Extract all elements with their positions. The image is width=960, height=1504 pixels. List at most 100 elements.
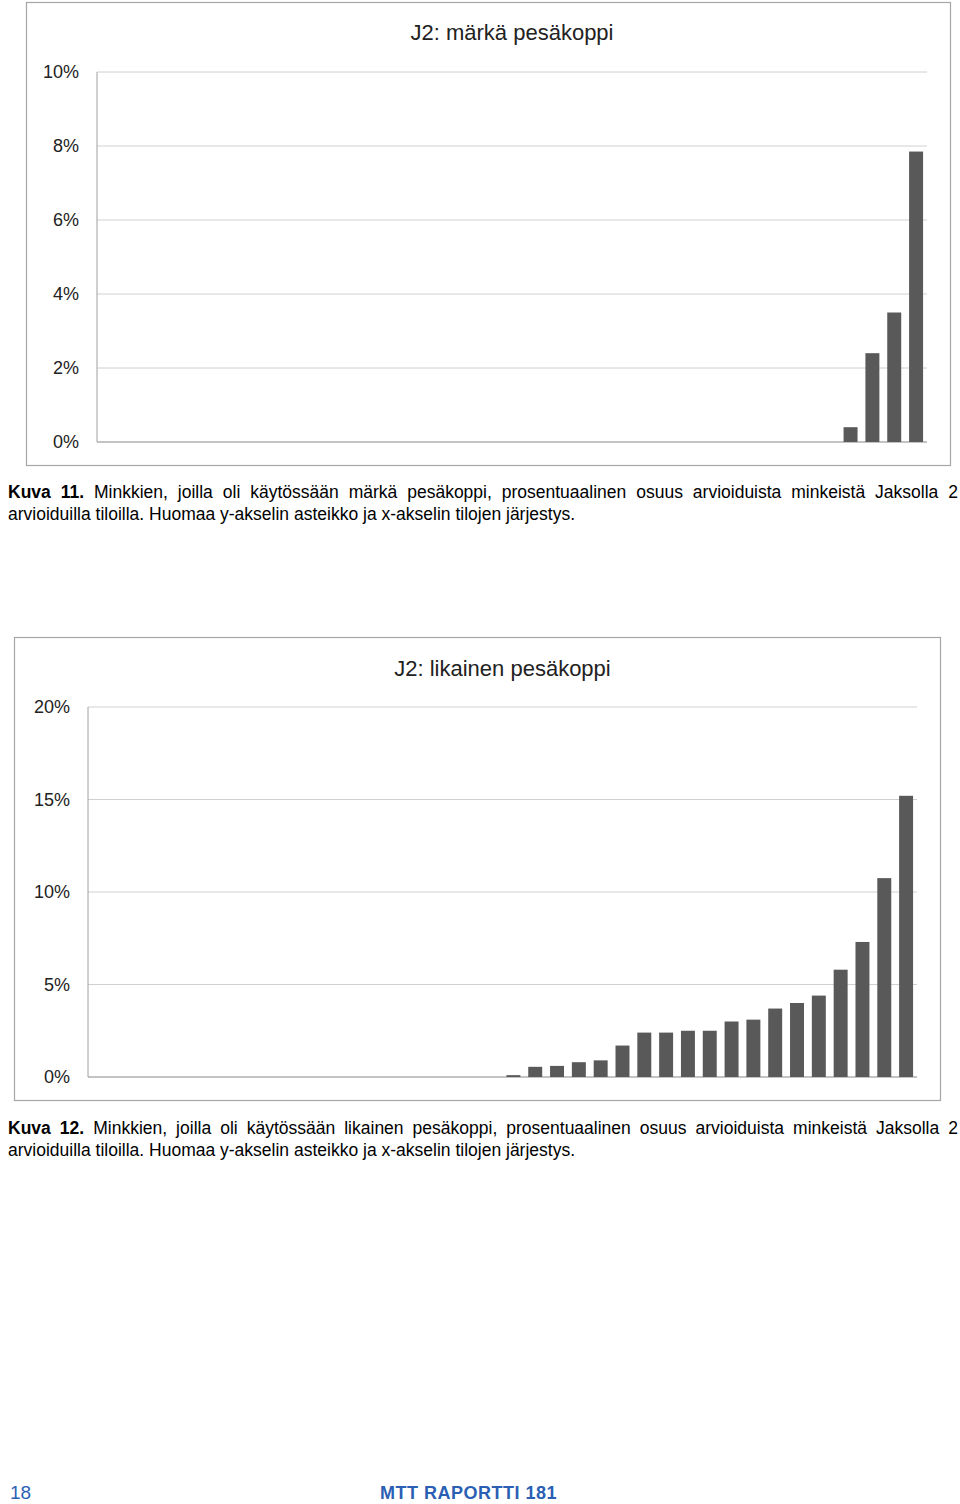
bar xyxy=(376,1077,390,1078)
bar xyxy=(778,442,792,443)
bar xyxy=(812,996,826,1077)
bar xyxy=(407,442,421,443)
bar xyxy=(363,442,377,443)
caption-text: Minkkien, joilla oli käytössään märkä pe… xyxy=(8,482,958,524)
bar xyxy=(528,1067,542,1077)
y-tick-label: 2% xyxy=(53,358,79,378)
grid-line xyxy=(88,984,917,985)
grid-line xyxy=(97,294,927,295)
bar xyxy=(354,1077,368,1078)
bar xyxy=(594,1060,608,1077)
bar xyxy=(223,1077,237,1078)
bar xyxy=(800,442,814,443)
bar xyxy=(822,442,836,443)
bar xyxy=(625,442,639,443)
bar xyxy=(245,1077,259,1078)
bar xyxy=(188,442,202,443)
bar xyxy=(616,1046,630,1077)
caption-text: Minkkien, joilla oli käytössään likainen… xyxy=(8,1118,958,1160)
chart: 0%2%4%6%8%10%J2: märkä pesäkoppi xyxy=(27,3,951,466)
grid-line xyxy=(97,220,927,221)
bar xyxy=(254,442,268,443)
bars xyxy=(506,796,913,1077)
bar xyxy=(288,1077,302,1078)
y-tick-label: 10% xyxy=(34,882,70,902)
bar xyxy=(210,442,224,443)
bar xyxy=(756,442,770,443)
bar xyxy=(887,313,901,443)
y-tick-label: 4% xyxy=(53,284,79,304)
bar xyxy=(516,442,530,443)
chart-title: J2: likainen pesäkoppi xyxy=(394,656,610,681)
bar xyxy=(659,1033,673,1077)
bar xyxy=(310,1077,324,1078)
grid-line xyxy=(88,892,917,893)
bar xyxy=(703,1031,717,1077)
caption-label: Kuva 12. xyxy=(8,1118,84,1138)
bar xyxy=(865,353,879,442)
grid-line xyxy=(88,707,917,708)
bar xyxy=(572,1062,586,1077)
bar xyxy=(647,442,661,443)
bar xyxy=(332,1077,346,1078)
bar xyxy=(145,442,159,443)
bar xyxy=(637,1033,651,1077)
chart-frame xyxy=(27,3,951,466)
bar xyxy=(450,442,464,443)
bar xyxy=(157,1077,171,1078)
grid-line xyxy=(97,146,927,147)
y-tick-label: 0% xyxy=(53,432,79,452)
bar xyxy=(550,1066,564,1077)
bar xyxy=(385,442,399,443)
grid-line xyxy=(97,72,927,73)
bar xyxy=(669,442,683,443)
bar xyxy=(463,1077,477,1078)
x-axis xyxy=(97,442,927,443)
bar xyxy=(768,1009,782,1077)
bar xyxy=(506,1075,520,1077)
bar xyxy=(494,442,508,443)
y-tick-label: 20% xyxy=(34,697,70,717)
chart-frame xyxy=(15,638,941,1101)
bar xyxy=(429,442,443,443)
bar xyxy=(298,442,312,443)
bar xyxy=(114,1077,128,1078)
bar xyxy=(472,442,486,443)
page-charts: 0%2%4%6%8%10%J2: märkä pesäkoppi0%5%10%1… xyxy=(0,0,960,1504)
bars xyxy=(844,152,924,442)
grid-line xyxy=(97,442,927,443)
grid-line xyxy=(88,799,917,800)
y-tick-label: 15% xyxy=(34,790,70,810)
y-tick-label: 0% xyxy=(44,1067,70,1087)
bar xyxy=(485,1077,499,1078)
bar xyxy=(166,442,180,443)
bar xyxy=(746,1020,760,1077)
caption-label: Kuva 11. xyxy=(8,482,84,502)
bar xyxy=(441,1077,455,1078)
bar xyxy=(834,970,848,1077)
bar xyxy=(877,878,891,1077)
bar xyxy=(179,1077,193,1078)
bar xyxy=(397,1077,411,1078)
bar xyxy=(899,796,913,1077)
y-tick-label: 5% xyxy=(44,975,70,995)
bar xyxy=(855,942,869,1077)
bar xyxy=(201,1077,215,1078)
y-tick-label: 10% xyxy=(43,62,79,82)
figure-caption: Kuva 12. Minkkien, joilla oli käytössään… xyxy=(8,1117,958,1161)
bar xyxy=(232,442,246,443)
bar xyxy=(691,442,705,443)
bar xyxy=(734,442,748,443)
bar xyxy=(725,1022,739,1078)
bar xyxy=(581,442,595,443)
grid-line xyxy=(97,368,927,369)
y-tick-label: 6% xyxy=(53,210,79,230)
bar xyxy=(844,427,858,442)
bar xyxy=(419,1077,433,1078)
bar xyxy=(713,442,727,443)
bar xyxy=(538,442,552,443)
bar xyxy=(603,442,617,443)
bar xyxy=(136,1077,150,1078)
chart: 0% 5% 10% 15% 20% J2: likainen pesäkoppi xyxy=(15,638,941,1101)
y-tick-label: 8% xyxy=(53,136,79,156)
